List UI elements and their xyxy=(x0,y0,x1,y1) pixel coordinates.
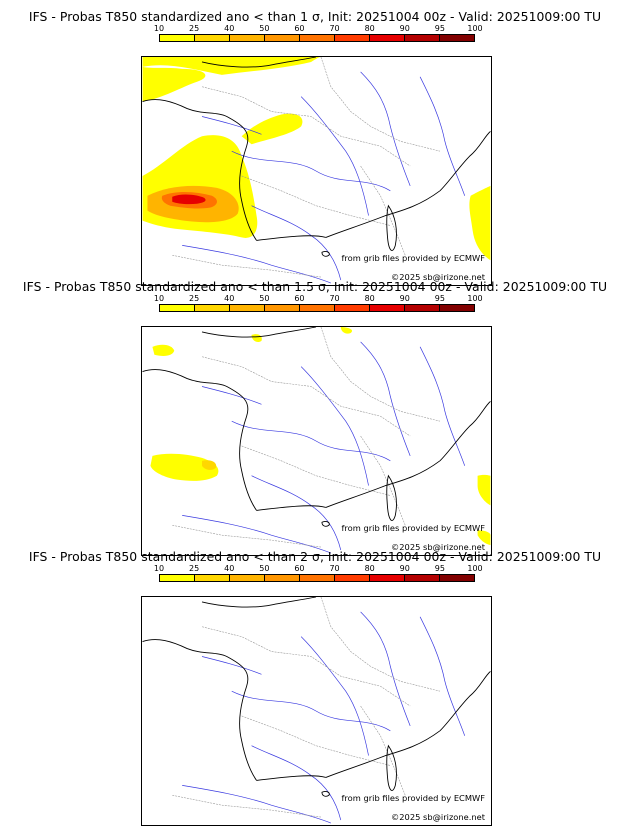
probability-shading xyxy=(142,57,491,261)
colorbar-segment xyxy=(335,305,370,311)
map-canvas xyxy=(142,57,491,284)
colorbar-segment xyxy=(195,305,230,311)
coastlines xyxy=(142,57,491,257)
source-credit: from grib files provided by ECMWF xyxy=(341,253,485,263)
colorbar-tick-label: 60 xyxy=(294,294,305,303)
probability-map: from grib files provided by ECMWF ©2025 … xyxy=(141,56,492,286)
colorbar-tick-label: 95 xyxy=(434,294,445,303)
colorbar-tick-label: 90 xyxy=(399,294,410,303)
colorbar-segment xyxy=(160,305,195,311)
colorbar-tick-label: 80 xyxy=(364,24,375,33)
colorbar-tick-label: 40 xyxy=(224,294,235,303)
colorbar-tick-label: 80 xyxy=(364,564,375,573)
colorbar-tick-label: 90 xyxy=(399,24,410,33)
panel-3: IFS - Probas T850 standardized ano < tha… xyxy=(0,549,630,826)
colorbar-tick-label: 50 xyxy=(259,24,270,33)
colorbar-segment xyxy=(265,305,300,311)
coastlines xyxy=(142,327,491,527)
colorbar-segment xyxy=(405,305,440,311)
colorbar-tick-label: 60 xyxy=(294,564,305,573)
colorbar-segment xyxy=(370,305,405,311)
colorbar-segment xyxy=(370,575,405,581)
colorbar-segment xyxy=(195,35,230,41)
colorbar-segment xyxy=(440,305,474,311)
colorbar-tick-label: 100 xyxy=(467,24,483,33)
colorbar-labels: 10 25 40 50 60 70 80 90 95 100 xyxy=(153,24,483,34)
colorbar-segment xyxy=(230,305,265,311)
colorbar-segment xyxy=(265,35,300,41)
probability-map: from grib files provided by ECMWF ©2025 … xyxy=(141,596,492,826)
colorbar-tick-label: 10 xyxy=(153,294,165,303)
panel-title: IFS - Probas T850 standardized ano < tha… xyxy=(22,279,608,294)
colorbar xyxy=(159,34,475,42)
colorbar-tick-label: 70 xyxy=(329,24,340,33)
rivers xyxy=(182,341,466,554)
colorbar-tick-label: 95 xyxy=(434,564,445,573)
colorbar-labels: 10 25 40 50 60 70 80 90 95 100 xyxy=(153,294,483,304)
colorbar-segment xyxy=(300,575,335,581)
colorbar-segment xyxy=(405,575,440,581)
colorbar-segment xyxy=(300,35,335,41)
colorbar-segment xyxy=(300,305,335,311)
colorbar-tick-label: 70 xyxy=(329,294,340,303)
colorbar xyxy=(159,304,475,312)
colorbar-segment xyxy=(195,575,230,581)
colorbar-tick-label: 10 xyxy=(153,24,165,33)
copyright-text: ©2025 sb@irizone.net xyxy=(390,812,485,822)
map-canvas xyxy=(142,597,491,824)
colorbar-segment xyxy=(440,35,474,41)
colorbar-segment xyxy=(230,575,265,581)
map-canvas xyxy=(142,327,491,554)
colorbar-tick-label: 50 xyxy=(259,294,270,303)
colorbar-tick-label: 90 xyxy=(399,564,410,573)
colorbar-tick-label: 25 xyxy=(189,294,200,303)
rivers xyxy=(182,611,466,824)
colorbar-labels: 10 25 40 50 60 70 80 90 95 100 xyxy=(153,564,483,574)
colorbar-segment xyxy=(335,575,370,581)
source-credit: from grib files provided by ECMWF xyxy=(341,523,485,533)
colorbar-segment xyxy=(405,35,440,41)
colorbar-tick-label: 40 xyxy=(224,24,235,33)
colorbar-segment xyxy=(370,35,405,41)
colorbar-tick-label: 10 xyxy=(153,564,165,573)
coastlines xyxy=(142,597,491,797)
colorbar-tick-label: 100 xyxy=(467,564,483,573)
colorbar-segment xyxy=(440,575,474,581)
colorbar-tick-label: 80 xyxy=(364,294,375,303)
panel-2: IFS - Probas T850 standardized ano < tha… xyxy=(0,279,630,556)
copyright-text: ©2025 sb@irizone.net xyxy=(390,542,485,552)
colorbar-segment xyxy=(160,575,195,581)
probability-map: from grib files provided by ECMWF ©2025 … xyxy=(141,326,492,556)
colorbar-tick-label: 100 xyxy=(467,294,483,303)
colorbar-segment xyxy=(230,35,265,41)
colorbar-segment xyxy=(160,35,195,41)
colorbar xyxy=(159,574,475,582)
copyright-text: ©2025 sb@irizone.net xyxy=(390,272,485,282)
colorbar-segment xyxy=(335,35,370,41)
panel-title: IFS - Probas T850 standardized ano < tha… xyxy=(28,9,602,24)
colorbar-tick-label: 40 xyxy=(224,564,235,573)
colorbar-tick-label: 70 xyxy=(329,564,340,573)
source-credit: from grib files provided by ECMWF xyxy=(341,793,485,803)
borders xyxy=(172,597,440,818)
panel-title: IFS - Probas T850 standardized ano < tha… xyxy=(28,549,602,564)
colorbar-tick-label: 25 xyxy=(189,24,200,33)
colorbar-tick-label: 95 xyxy=(434,24,445,33)
colorbar-tick-label: 60 xyxy=(294,24,305,33)
panel-1: IFS - Probas T850 standardized ano < tha… xyxy=(0,9,630,286)
borders xyxy=(172,327,440,548)
colorbar-segment xyxy=(265,575,300,581)
borders xyxy=(172,57,440,278)
colorbar-tick-label: 50 xyxy=(259,564,270,573)
probability-shading xyxy=(150,327,491,546)
colorbar-tick-label: 25 xyxy=(189,564,200,573)
